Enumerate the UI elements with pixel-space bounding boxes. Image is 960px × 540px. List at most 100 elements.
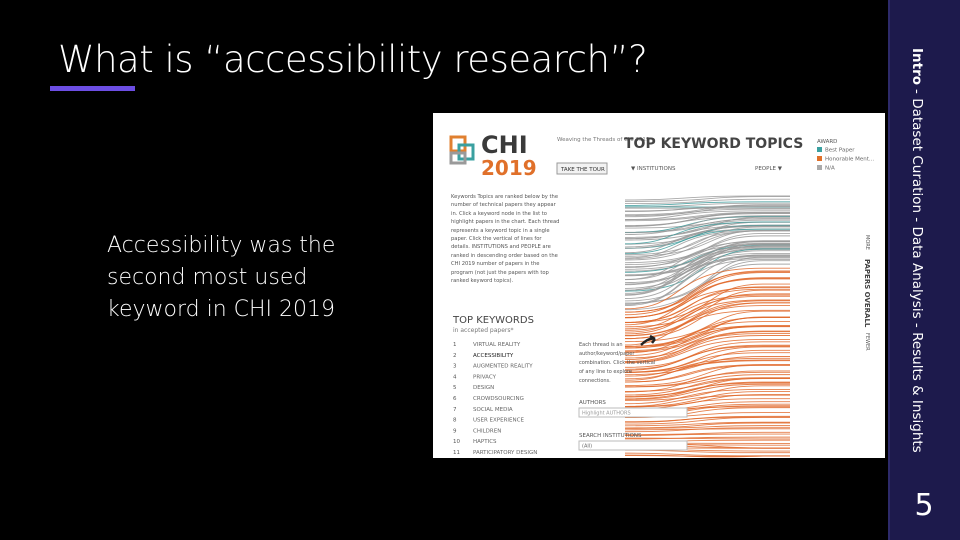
search-value[interactable]: (All) — [582, 444, 592, 450]
thread — [624, 270, 790, 313]
thread — [624, 391, 790, 408]
thread — [624, 286, 790, 326]
thread — [624, 226, 790, 256]
award-label: Honorable Ment... — [825, 157, 874, 163]
nav-current[interactable]: Intro — [909, 48, 925, 86]
keywords-subtitle: in accepted papers* — [453, 327, 514, 334]
award-swatch — [817, 156, 822, 161]
thread — [624, 377, 790, 396]
thread — [624, 394, 790, 407]
description: Keywords Topics are ranked below by the … — [451, 194, 560, 285]
thread — [624, 383, 790, 400]
keyword: PRIVACY — [473, 374, 497, 380]
thread — [624, 267, 790, 310]
institutions-toggle[interactable]: ▼ INSTITUTIONS — [631, 166, 676, 172]
thread — [624, 388, 790, 405]
arrow — [640, 334, 656, 346]
section-nav: Intro - Dataset Curation - Data Analysis … — [909, 48, 925, 453]
logo: CHI — [481, 131, 528, 159]
thread — [624, 210, 790, 220]
award-swatch — [817, 165, 822, 170]
thread — [624, 213, 790, 227]
thread — [624, 422, 790, 429]
thread — [624, 305, 790, 340]
thread — [624, 205, 790, 213]
thread — [624, 335, 790, 363]
thread — [624, 288, 790, 323]
screenshot: CHI 2019 Weaving the Threads of CHI 2019… — [433, 113, 885, 458]
thread — [624, 294, 790, 330]
keyword: HAPTICS — [473, 439, 497, 445]
award-label: Best Paper — [825, 148, 855, 154]
search-title: SEARCH INSTITUTIONS — [579, 433, 642, 439]
thread — [624, 229, 790, 259]
thread — [624, 364, 790, 387]
keyword-rank: 7 — [453, 407, 457, 413]
keyword-rank: 1 — [453, 342, 457, 348]
keyword: CROWDSOURCING — [473, 396, 524, 402]
tour-button[interactable] — [556, 162, 608, 175]
keyword-rank: 4 — [453, 374, 457, 380]
screenshot-canvas: CHI 2019 Weaving the Threads of CHI 2019… — [449, 131, 874, 458]
thread — [624, 221, 790, 245]
keyword-rank: 9 — [453, 428, 457, 434]
keyword-rank: 2 — [453, 353, 457, 359]
body-line: Accessibility was the — [107, 233, 336, 258]
thread — [624, 283, 790, 324]
keyword-rank: 5 — [453, 385, 457, 391]
thread-note: Each thread is an author/keyword/paper c… — [579, 342, 656, 384]
thread — [624, 357, 790, 377]
award-label: N/A — [825, 166, 835, 172]
heading: TOP KEYWORD TOPICS — [624, 136, 803, 152]
keyword-rank: 10 — [453, 439, 460, 445]
thread — [624, 252, 790, 296]
thread — [624, 215, 790, 235]
logo-icon — [449, 135, 475, 165]
body-line: second most used — [107, 265, 308, 290]
keyword: AUGMENTED REALITY — [473, 364, 533, 370]
thread — [624, 338, 790, 364]
thread — [624, 346, 790, 373]
authors-title: AUTHORS — [579, 400, 606, 406]
thread — [624, 295, 790, 333]
thread — [624, 310, 790, 343]
thread — [624, 359, 790, 381]
keyword-rank: 3 — [453, 364, 457, 370]
thread — [624, 374, 790, 388]
thread — [624, 427, 790, 433]
thread — [624, 198, 790, 205]
tour-button-label[interactable]: TAKE THE TOUR — [560, 167, 605, 173]
authors-input[interactable] — [578, 407, 688, 418]
thread — [624, 431, 790, 436]
thread — [624, 345, 790, 371]
vertical-labels: MORE PAPERS OVERALL FEWER — [863, 235, 871, 351]
thread — [624, 454, 790, 458]
thread — [624, 250, 790, 291]
thread — [624, 381, 790, 400]
thread — [624, 299, 790, 335]
keyword: ACCESSIBILITY — [473, 353, 514, 359]
slide-body: Accessibility was the second most used k… — [107, 230, 335, 326]
thread — [624, 245, 790, 284]
thread — [624, 277, 790, 319]
thread — [624, 364, 790, 383]
thread — [624, 230, 790, 261]
thread — [624, 326, 790, 357]
thread — [624, 215, 790, 233]
authors-placeholder[interactable]: Highlight AUTHORS — [582, 411, 631, 417]
thread — [624, 260, 790, 304]
thread — [624, 240, 790, 272]
fewer-label: FEWER — [864, 333, 870, 351]
keywords-title: TOP KEYWORDS — [452, 315, 534, 326]
nav-rest[interactable]: - Dataset Curation - Data Analysis - Res… — [909, 89, 925, 453]
thread — [624, 208, 790, 218]
thread — [624, 271, 790, 316]
people-toggle[interactable]: PEOPLE ▼ — [755, 166, 783, 172]
award-swatch — [817, 147, 822, 152]
search-select[interactable] — [578, 440, 688, 451]
keyword-rank: 6 — [453, 396, 457, 402]
thread — [624, 433, 790, 436]
keyword: CHILDREN — [473, 428, 501, 434]
thread — [624, 382, 790, 398]
